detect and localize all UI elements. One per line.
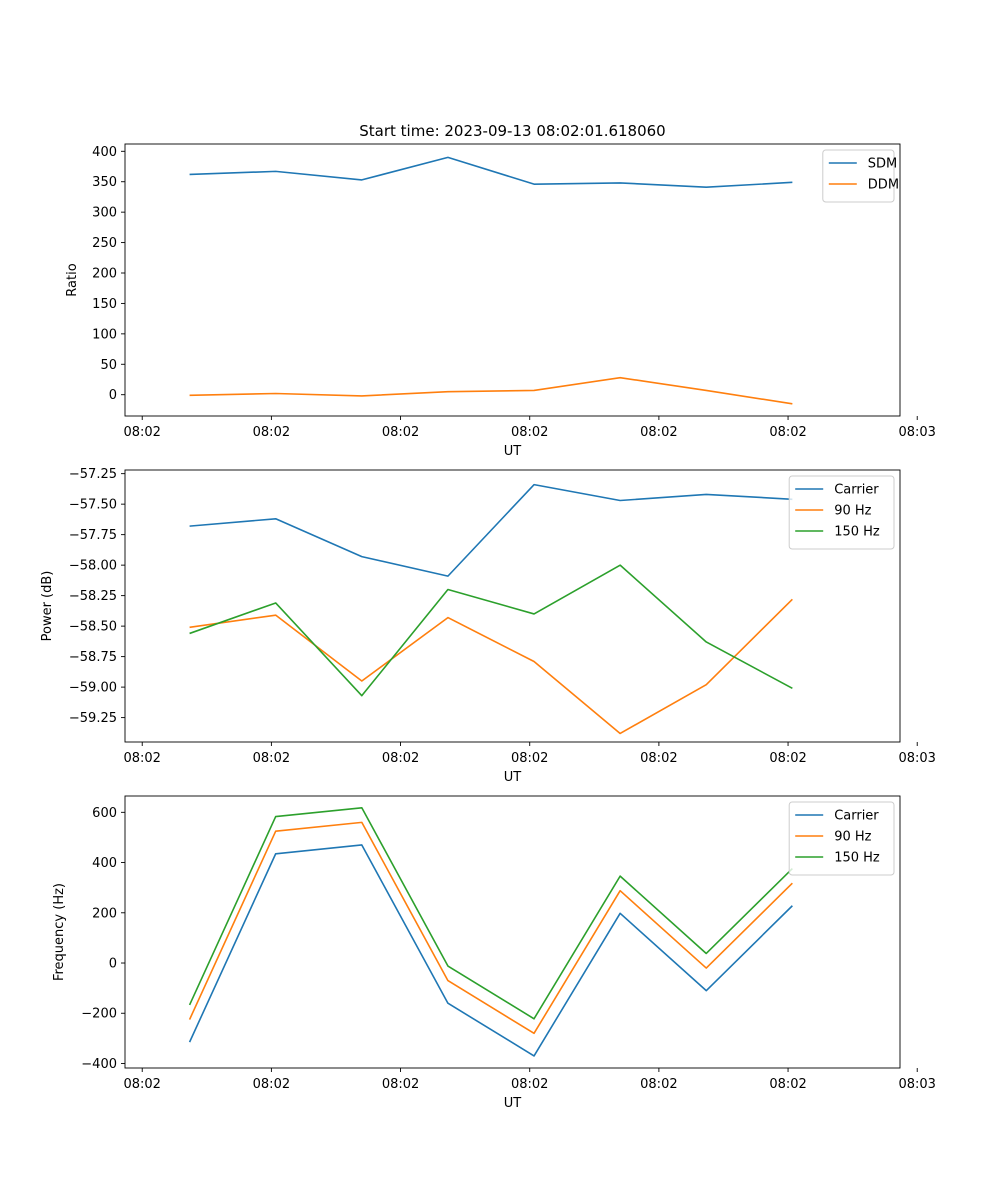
x-tick-label: 08:02 (511, 1077, 548, 1092)
y-tick-label: −58.50 (69, 620, 117, 635)
legend-label: 90 Hz (834, 504, 871, 519)
y-tick-label: 100 (92, 327, 117, 342)
x-tick-label: 08:03 (898, 1077, 935, 1092)
x-tick-label: 08:02 (511, 425, 548, 440)
series-line-150-hz (188, 806, 793, 1020)
y-tick-label: 0 (109, 957, 117, 972)
y-tick-label: −200 (81, 1007, 117, 1022)
x-tick-label: 08:02 (253, 1077, 290, 1092)
x-tick-label: 08:02 (382, 751, 419, 766)
y-axis-label: Frequency (Hz) (52, 883, 67, 981)
legend-label: Carrier (834, 483, 879, 498)
legend-label: DDM (868, 178, 899, 193)
x-tick-label: 08:02 (123, 1077, 160, 1092)
x-tick-label: 08:02 (382, 1077, 419, 1092)
legend: Carrier 90 Hz 150 Hz (788, 475, 895, 550)
x-tick-label: 08:02 (640, 425, 677, 440)
x-tick-label: 08:02 (640, 1077, 677, 1092)
y-tick-label: −57.25 (69, 467, 117, 482)
y-tick-label: −59.00 (69, 681, 117, 696)
x-tick-label: 08:02 (123, 425, 160, 440)
y-axis-label: Power (dB) (40, 571, 55, 642)
y-tick-label: −57.50 (69, 498, 117, 513)
axes-frame (124, 795, 901, 1069)
subplot-2: 08:02 08:02 08:02 08:02 08:02 08:02 08:03 UT −59… (40, 467, 936, 785)
series-line-150-hz (189, 564, 793, 697)
x-axis-label: UT (504, 1096, 522, 1111)
subplot-1: Start time: 2023-09-13 08:02:01.618060 08… (65, 122, 936, 459)
x-tick-label: 08:02 (253, 425, 290, 440)
legend: Carrier 90 Hz 150 Hz (788, 801, 895, 876)
axes-frame (124, 469, 901, 743)
x-tick-label: 08:02 (511, 751, 548, 766)
y-tick-label: −400 (81, 1057, 117, 1072)
chart-title: Start time: 2023-09-13 08:02:01.618060 (359, 122, 665, 140)
series-line-90-hz (188, 821, 793, 1035)
legend-label: SDM (868, 157, 897, 172)
y-axis-label: Ratio (65, 263, 80, 296)
y-tick-label: −57.75 (69, 528, 117, 543)
y-tick-label: −58.25 (69, 589, 117, 604)
series-line-sdm (189, 156, 793, 188)
y-tick-label: 150 (92, 297, 117, 312)
x-tick-label: 08:02 (382, 425, 419, 440)
subplot-3: 08:02 08:02 08:02 08:02 08:02 08:02 08:03 UT −40… (52, 795, 936, 1111)
y-tick-label: 200 (92, 906, 117, 921)
x-tick-label: 08:02 (769, 425, 806, 440)
y-tick-label: 300 (92, 206, 117, 221)
y-tick-label: 250 (92, 236, 117, 251)
y-tick-label: −58.00 (69, 559, 117, 574)
series-line-carrier (188, 844, 793, 1057)
y-tick-label: 200 (92, 267, 117, 282)
y-tick-label: 400 (92, 856, 117, 871)
legend-label: Carrier (834, 809, 879, 824)
legend-label: 150 Hz (834, 525, 880, 540)
axes-frame (124, 143, 901, 417)
y-tick-label: 350 (92, 175, 117, 190)
legend-label: 90 Hz (834, 830, 871, 845)
legend-label: 150 Hz (834, 851, 880, 866)
x-tick-label: 08:03 (898, 425, 935, 440)
x-tick-label: 08:02 (123, 751, 160, 766)
legend: SDM DDM (822, 149, 899, 203)
y-tick-label: −58.75 (69, 650, 117, 665)
x-tick-label: 08:03 (898, 751, 935, 766)
x-axis-label: UT (504, 444, 522, 459)
y-tick-label: −59.25 (69, 711, 117, 726)
series-line-90-hz (189, 598, 793, 735)
series-line-ddm (189, 376, 793, 405)
y-tick-label: 50 (100, 358, 117, 373)
series-line-carrier (189, 483, 793, 577)
x-tick-label: 08:02 (640, 751, 677, 766)
x-axis-label: UT (504, 770, 522, 785)
x-tick-label: 08:02 (253, 751, 290, 766)
x-tick-label: 08:02 (769, 751, 806, 766)
y-tick-label: 400 (92, 145, 117, 160)
x-tick-label: 08:02 (769, 1077, 806, 1092)
y-tick-label: 0 (109, 388, 117, 403)
y-tick-label: 600 (92, 806, 117, 821)
